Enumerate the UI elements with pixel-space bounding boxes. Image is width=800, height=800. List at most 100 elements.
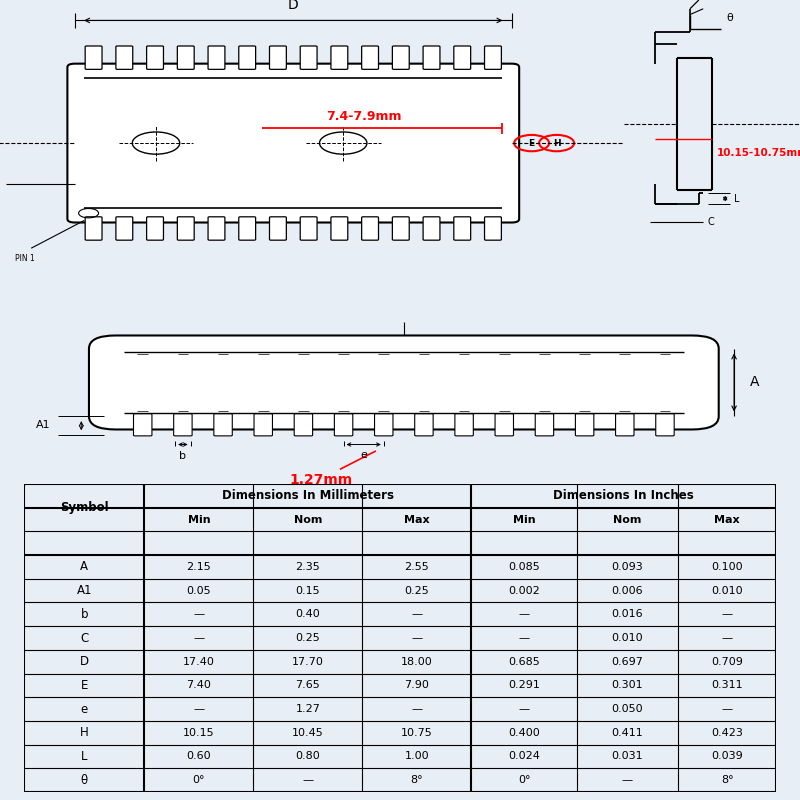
Text: θ: θ bbox=[81, 774, 88, 786]
Text: 0.25: 0.25 bbox=[405, 586, 430, 596]
Text: Min: Min bbox=[513, 514, 535, 525]
Text: L: L bbox=[734, 194, 739, 203]
FancyBboxPatch shape bbox=[300, 217, 317, 240]
FancyBboxPatch shape bbox=[178, 46, 194, 70]
Text: 0.709: 0.709 bbox=[711, 657, 743, 666]
FancyBboxPatch shape bbox=[455, 414, 474, 436]
Text: A1: A1 bbox=[77, 584, 92, 597]
Text: 0.024: 0.024 bbox=[508, 751, 540, 762]
FancyBboxPatch shape bbox=[116, 217, 133, 240]
Text: A: A bbox=[80, 561, 88, 574]
Text: e: e bbox=[81, 702, 88, 715]
Text: —: — bbox=[518, 610, 530, 619]
Text: 0.002: 0.002 bbox=[508, 586, 540, 596]
Text: 8°: 8° bbox=[721, 775, 734, 785]
FancyBboxPatch shape bbox=[374, 414, 393, 436]
Text: 0°: 0° bbox=[518, 775, 530, 785]
Text: —: — bbox=[518, 704, 530, 714]
FancyBboxPatch shape bbox=[334, 414, 353, 436]
FancyBboxPatch shape bbox=[270, 217, 286, 240]
FancyBboxPatch shape bbox=[85, 217, 102, 240]
Text: 7.65: 7.65 bbox=[295, 680, 320, 690]
Text: 1.00: 1.00 bbox=[405, 751, 430, 762]
Text: —: — bbox=[518, 633, 530, 643]
Text: —: — bbox=[411, 633, 422, 643]
Text: Min: Min bbox=[187, 514, 210, 525]
Text: —: — bbox=[722, 704, 733, 714]
FancyBboxPatch shape bbox=[89, 335, 718, 430]
Text: —: — bbox=[722, 633, 733, 643]
Text: —: — bbox=[411, 610, 422, 619]
Text: 0.685: 0.685 bbox=[508, 657, 540, 666]
Text: Dimensions In Inches: Dimensions In Inches bbox=[554, 490, 694, 502]
Text: 0°: 0° bbox=[193, 775, 205, 785]
Text: θ: θ bbox=[726, 13, 733, 22]
FancyBboxPatch shape bbox=[116, 46, 133, 70]
Text: 0.25: 0.25 bbox=[295, 633, 320, 643]
Text: —: — bbox=[194, 704, 205, 714]
Text: 8°: 8° bbox=[410, 775, 423, 785]
Text: E: E bbox=[81, 679, 88, 692]
Text: e: e bbox=[360, 450, 367, 460]
FancyBboxPatch shape bbox=[214, 414, 232, 436]
Text: 0.100: 0.100 bbox=[711, 562, 743, 572]
Text: Max: Max bbox=[714, 514, 740, 525]
Text: 0.411: 0.411 bbox=[612, 728, 643, 738]
FancyBboxPatch shape bbox=[294, 414, 313, 436]
Text: 7.40: 7.40 bbox=[186, 680, 211, 690]
Text: 0.80: 0.80 bbox=[295, 751, 320, 762]
Text: b: b bbox=[179, 451, 186, 462]
Text: 0.40: 0.40 bbox=[295, 610, 320, 619]
Text: 0.291: 0.291 bbox=[508, 680, 540, 690]
Text: 0.60: 0.60 bbox=[186, 751, 211, 762]
FancyBboxPatch shape bbox=[238, 46, 256, 70]
FancyBboxPatch shape bbox=[535, 414, 554, 436]
Text: 2.55: 2.55 bbox=[405, 562, 430, 572]
Text: Nom: Nom bbox=[614, 514, 642, 525]
Text: Nom: Nom bbox=[294, 514, 322, 525]
FancyBboxPatch shape bbox=[615, 414, 634, 436]
Text: 0.016: 0.016 bbox=[612, 610, 643, 619]
Text: 17.70: 17.70 bbox=[292, 657, 324, 666]
FancyBboxPatch shape bbox=[656, 414, 674, 436]
Text: 0.085: 0.085 bbox=[508, 562, 540, 572]
Text: θ: θ bbox=[703, 0, 710, 2]
Text: 0.031: 0.031 bbox=[612, 751, 643, 762]
Text: Max: Max bbox=[404, 514, 430, 525]
FancyBboxPatch shape bbox=[174, 414, 192, 436]
FancyBboxPatch shape bbox=[146, 217, 163, 240]
Text: A1: A1 bbox=[36, 420, 50, 430]
Text: 0.15: 0.15 bbox=[295, 586, 320, 596]
FancyBboxPatch shape bbox=[238, 217, 256, 240]
Text: 0.05: 0.05 bbox=[186, 586, 211, 596]
FancyBboxPatch shape bbox=[392, 217, 410, 240]
Text: 0.006: 0.006 bbox=[612, 586, 643, 596]
Text: —: — bbox=[194, 633, 205, 643]
FancyBboxPatch shape bbox=[414, 414, 433, 436]
Text: —: — bbox=[722, 610, 733, 619]
FancyBboxPatch shape bbox=[67, 64, 519, 222]
FancyBboxPatch shape bbox=[423, 46, 440, 70]
Text: 0.311: 0.311 bbox=[711, 680, 743, 690]
Text: C: C bbox=[80, 631, 88, 645]
Text: D: D bbox=[79, 655, 89, 668]
Text: Dimensions In Millimeters: Dimensions In Millimeters bbox=[222, 490, 394, 502]
Text: 0.423: 0.423 bbox=[711, 728, 743, 738]
FancyBboxPatch shape bbox=[362, 46, 378, 70]
FancyBboxPatch shape bbox=[208, 46, 225, 70]
Text: —: — bbox=[302, 775, 314, 785]
Text: —: — bbox=[622, 775, 633, 785]
Text: H: H bbox=[80, 726, 89, 739]
Text: 1.27: 1.27 bbox=[295, 704, 320, 714]
FancyBboxPatch shape bbox=[270, 46, 286, 70]
FancyBboxPatch shape bbox=[454, 217, 470, 240]
FancyBboxPatch shape bbox=[146, 46, 163, 70]
Text: 10.75: 10.75 bbox=[401, 728, 433, 738]
Text: 17.40: 17.40 bbox=[183, 657, 214, 666]
FancyBboxPatch shape bbox=[485, 217, 502, 240]
Text: 0.039: 0.039 bbox=[711, 751, 743, 762]
Text: 0.400: 0.400 bbox=[508, 728, 540, 738]
FancyBboxPatch shape bbox=[331, 217, 348, 240]
Text: 0.301: 0.301 bbox=[612, 680, 643, 690]
Text: 0.010: 0.010 bbox=[612, 633, 643, 643]
